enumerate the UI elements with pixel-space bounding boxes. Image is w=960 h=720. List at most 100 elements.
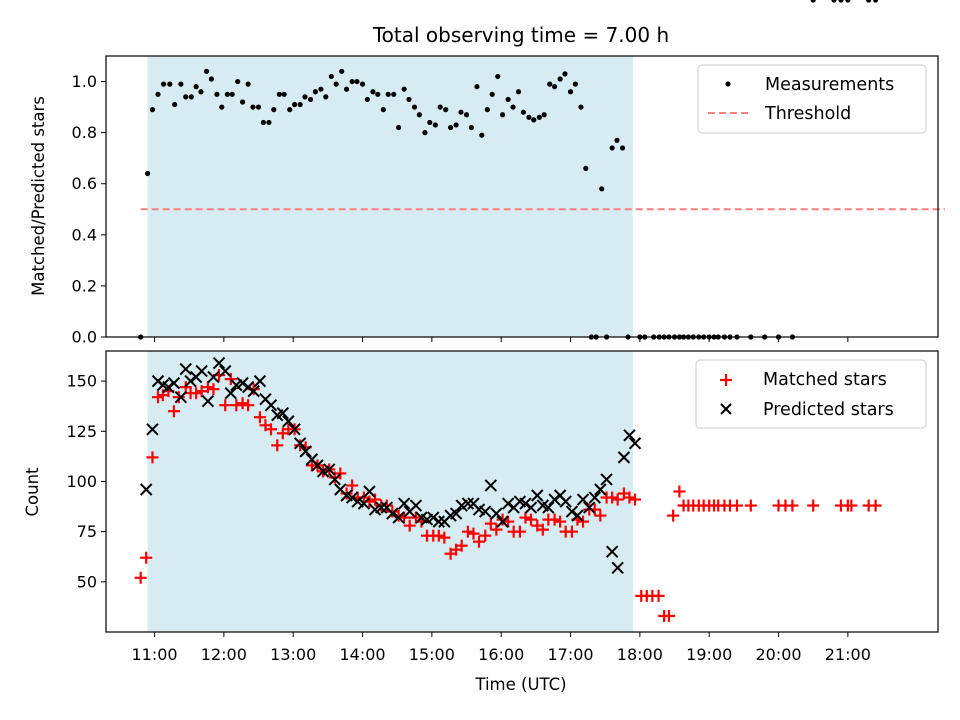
predicted-star-point — [484, 479, 498, 492]
matched-star-point — [496, 513, 509, 526]
measurement-point — [422, 130, 428, 136]
predicted-star-point — [623, 429, 636, 442]
predicted-stars-legend-marker — [720, 403, 732, 415]
measurement-point — [276, 91, 282, 97]
predicted-star-point — [427, 511, 440, 524]
predicted-star-point — [386, 507, 399, 520]
ratio-y-axis-label: Matched/Predicted stars — [29, 96, 48, 296]
matched-star-point — [869, 499, 882, 512]
measurement-point — [260, 119, 266, 126]
measurement-point — [427, 119, 433, 126]
measurement-point — [599, 186, 605, 192]
matched-star-point — [134, 571, 147, 584]
measurement-point — [831, 0, 837, 3]
y-tick-label: 50 — [77, 572, 97, 591]
y-tick-label: 0.0 — [72, 328, 97, 347]
matched-star-point — [536, 523, 549, 536]
matched-star-point — [190, 387, 203, 400]
matched-star-point — [224, 373, 237, 386]
matched-star-point — [253, 411, 266, 424]
predicted-star-point — [531, 489, 544, 502]
measurement-point — [149, 107, 156, 113]
measurement-point — [167, 81, 173, 87]
matched-star-point — [667, 509, 680, 522]
matched-star-point — [195, 385, 208, 398]
y-tick-label: 0.6 — [72, 174, 97, 193]
counts-plot-frame — [105, 350, 939, 633]
measurement-point — [567, 89, 574, 95]
predicted-star-point — [392, 511, 405, 524]
measurement-point — [193, 84, 199, 90]
x-tick-label: 19:00 — [686, 645, 732, 664]
predicted-star-point — [224, 386, 238, 400]
y-tick-label: 100 — [66, 472, 97, 491]
measurement-point — [562, 71, 568, 77]
counts-y-axis-label: Count — [23, 467, 42, 517]
matched-star-point — [629, 493, 642, 506]
measurement-point — [458, 109, 464, 115]
counts-y-ticks: 50 75 100 125 150 — [66, 372, 106, 591]
measurement-point — [250, 104, 256, 110]
predicted-star-point — [519, 497, 532, 510]
matched-star-point — [461, 525, 474, 538]
predicted-star-point — [179, 362, 192, 376]
matched-star-point — [652, 589, 665, 602]
matched-star-point — [479, 529, 492, 542]
measurement-point — [364, 96, 370, 103]
measurement-point — [172, 101, 178, 108]
measurement-point — [349, 78, 355, 85]
matched-star-point — [438, 531, 451, 544]
measurement-point — [845, 0, 851, 3]
measurement-point — [619, 145, 626, 151]
predicted-star-point — [253, 374, 267, 388]
predicted-star-point — [628, 437, 642, 450]
measurement-point — [229, 91, 235, 97]
measurement-point — [203, 68, 210, 74]
predicted-star-point — [241, 380, 255, 394]
measurement-point — [547, 81, 553, 87]
y-tick-label: 0.4 — [72, 225, 97, 244]
measurement-point — [183, 94, 189, 100]
matched-star-point — [369, 493, 382, 506]
predicted-star-point — [461, 497, 475, 510]
measurement-point — [531, 117, 537, 123]
matched-star-point — [606, 491, 619, 504]
predicted-star-point — [594, 483, 607, 496]
matched-stars-legend-marker — [720, 374, 732, 386]
predicted-star-point — [524, 501, 538, 514]
measurement-point — [401, 86, 407, 92]
x-tick-label: 16:00 — [478, 645, 524, 664]
x-tick-label: 21:00 — [825, 645, 871, 664]
predicted-star-point — [501, 497, 515, 510]
matched-stars-legend-label: Matched stars — [763, 370, 887, 390]
measurement-point — [432, 122, 438, 128]
measurement-point — [866, 0, 872, 3]
matched-star-point — [172, 391, 185, 404]
threshold-legend-label: Threshold — [764, 104, 851, 124]
ratio-panel: 0.0 0.2 0.4 0.6 0.8 1.0 Matched/Predicted sta… — [29, 0, 945, 347]
measurement-point — [323, 94, 329, 100]
predicted-star-point — [293, 437, 307, 450]
measurement-point — [551, 84, 558, 90]
measurement-point — [443, 107, 449, 113]
predicted-star-point — [345, 491, 359, 504]
predicted-star-point — [276, 407, 290, 420]
predicted-star-point — [583, 501, 596, 514]
predicted-star-point — [588, 491, 602, 504]
measurement-point — [370, 89, 376, 95]
measurement-point — [463, 112, 470, 118]
predicted-star-point — [449, 507, 463, 520]
matched-star-point — [455, 539, 468, 552]
measurement-point — [557, 76, 563, 82]
measurement-point — [266, 119, 272, 126]
matched-star-point — [623, 491, 636, 504]
matched-star-point — [473, 535, 486, 548]
predicted-star-point — [264, 398, 278, 412]
measurement-point — [520, 109, 526, 115]
predicted-star-point — [571, 509, 584, 522]
matched-star-point — [484, 517, 497, 530]
measurement-point — [411, 104, 418, 110]
predicted-star-point — [479, 505, 492, 518]
